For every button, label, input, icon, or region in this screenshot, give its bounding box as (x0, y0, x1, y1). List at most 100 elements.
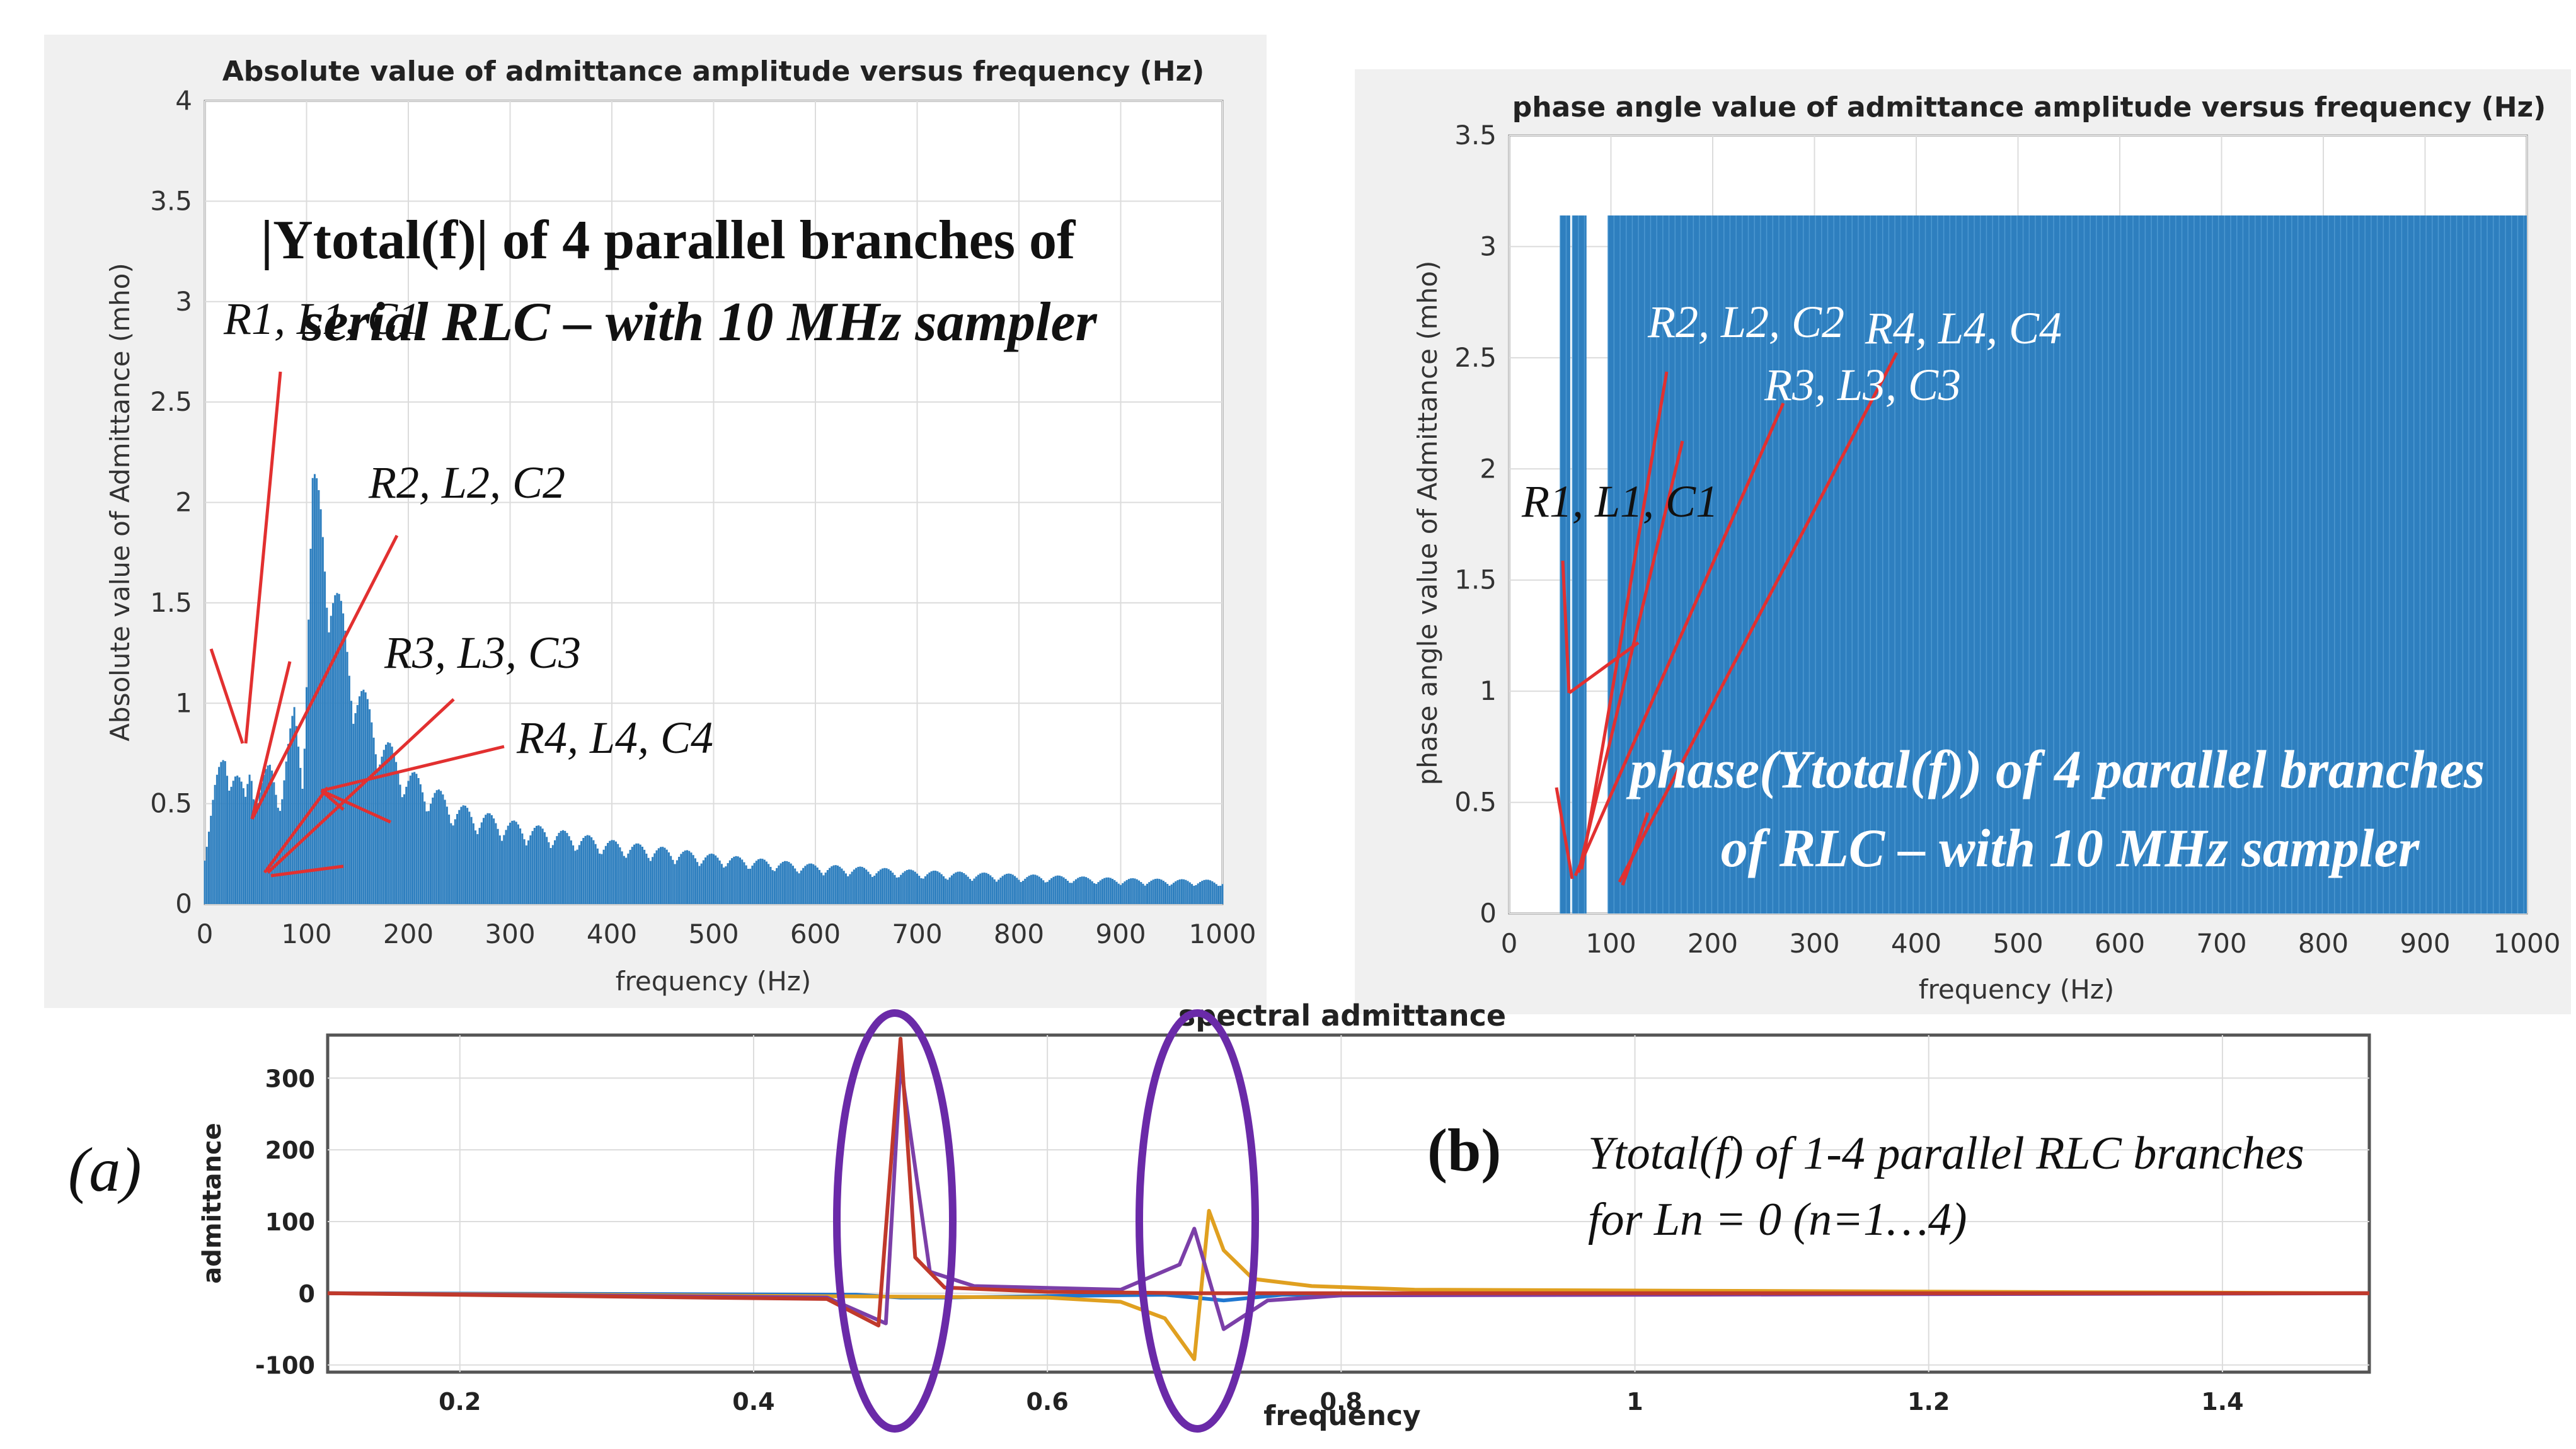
x-tick-label: 0.8 (1320, 1388, 1362, 1416)
y-tick-label: 4 (175, 85, 192, 116)
x-tick-label: 1 (1626, 1388, 1643, 1416)
x-tick-label: 700 (892, 919, 942, 949)
spectral-annotation-line1: Ytotal(f) of 1-4 parallel RLC branches (1588, 1128, 2304, 1179)
arrow (1618, 352, 1899, 883)
phase-y-label: phase angle value of Admittance (mho) (1412, 261, 1443, 786)
x-tick-label: 900 (2400, 928, 2450, 959)
y-tick-label: 0.5 (1454, 787, 1497, 818)
phase-branch-label-1: R1, L1, C1 (1521, 476, 1718, 527)
spectral-panel: 0.2 0.4 0.6 0.8 1 1.2 1.4 -100 0 100 200 300 spect… (68, 999, 2371, 1433)
x-tick-label: 0 (197, 919, 214, 949)
y-tick-label: 200 (265, 1137, 315, 1164)
arrow (1580, 371, 1669, 870)
label-b: (b) (1427, 1116, 1501, 1184)
spectral-x-ticks: 0.2 0.4 0.6 0.8 1 1.2 1.4 (439, 1388, 2243, 1416)
spectral-title: spectral admittance (1178, 999, 1506, 1033)
y-tick-label: 0 (1480, 898, 1497, 929)
arrow (244, 371, 282, 744)
phase-band (1560, 215, 1570, 914)
x-tick-label: 100 (1585, 928, 1636, 959)
series-line-purple (327, 1062, 2370, 1331)
x-tick-label: 1.2 (1907, 1388, 1950, 1416)
spectral-annotation-line2: for Ln = 0 (n=1…4) (1588, 1194, 1967, 1246)
y-tick-label: 2 (175, 487, 192, 518)
phase-branch-label-4: R4, L4, C4 (1865, 303, 2062, 353)
x-tick-label: 0.6 (1026, 1388, 1068, 1416)
arrow (250, 661, 292, 820)
x-tick-label: 0.4 (732, 1388, 774, 1416)
magnitude-title: Absolute value of admittance amplitude v… (222, 55, 1205, 88)
magnitude-x-label: frequency (Hz) (616, 966, 811, 997)
magnitude-arrows (209, 371, 505, 878)
x-tick-label: 400 (587, 919, 637, 949)
series-line-orange (327, 1208, 2370, 1361)
y-tick-label: 2.5 (150, 386, 192, 417)
x-tick-label: 1000 (2493, 928, 2561, 959)
y-tick-label: 3 (1480, 231, 1497, 261)
phase-annotation-line2: of RLC – with 10 MHz sampler (1721, 818, 2420, 878)
phase-arrows (1555, 352, 1899, 886)
spectral-y-label: admittance (198, 1123, 227, 1284)
y-tick-label: 1 (175, 687, 192, 718)
phase-branch-label-2: R2, L2, C2 (1647, 297, 1844, 347)
arrow (1577, 440, 1684, 873)
y-tick-label: -100 (255, 1352, 315, 1380)
y-tick-label: 100 (265, 1208, 315, 1236)
magnitude-y-label: Absolute value of Admittance (mho) (105, 263, 135, 742)
phase-bars (1560, 215, 2527, 914)
x-tick-label: 600 (790, 919, 841, 949)
resonance-ellipse-1 (833, 1009, 957, 1433)
x-tick-label: 400 (1891, 928, 1941, 959)
y-tick-label: 2.5 (1454, 342, 1497, 373)
x-tick-label: 300 (1789, 928, 1839, 959)
y-tick-label: 2 (1480, 453, 1497, 484)
phase-y-ticks: 0 0.5 1 1.5 2 2.5 3 3.5 (1454, 120, 1497, 929)
magnitude-x-ticks: 0 100 200 300 400 500 600 700 800 900 1000 (197, 919, 1256, 949)
spectral-lines (327, 1036, 2370, 1361)
arrow (1568, 641, 1640, 695)
x-tick-label: 500 (688, 919, 739, 949)
arrow (1555, 787, 1574, 879)
arrow (320, 789, 392, 824)
magnitude-annotation-line1: |Ytotal(f)| of 4 parallel branches of (261, 210, 1076, 271)
x-tick-label: 200 (1688, 928, 1738, 959)
magnitude-bars (204, 474, 1224, 904)
magnitude-y-ticks: 0 0.5 1 1.5 2 2.5 3 3.5 4 (150, 85, 192, 919)
arrow (320, 789, 345, 811)
x-tick-label: 100 (281, 919, 331, 949)
branch-label-1: R1, L1, C1 (223, 294, 420, 344)
arrow (1573, 402, 1785, 877)
x-tick-label: 1000 (1189, 919, 1256, 949)
y-tick-label: 0.5 (150, 788, 192, 819)
arrow (263, 786, 330, 874)
phase-branch-label-3: R3, L3, C3 (1764, 360, 1961, 410)
arrow (1621, 812, 1650, 886)
x-tick-label: 0.2 (439, 1388, 481, 1416)
y-tick-label: 1 (1480, 675, 1497, 706)
arrow (270, 864, 344, 878)
y-tick-label: 3.5 (150, 185, 192, 216)
arrow (250, 534, 399, 820)
label-a: (a) (68, 1135, 142, 1205)
arrow (209, 648, 244, 744)
y-tick-label: 0 (299, 1280, 315, 1308)
x-tick-label: 800 (994, 919, 1044, 949)
phase-band (1572, 215, 1587, 914)
x-tick-label: 800 (2298, 928, 2349, 959)
arrow (1561, 560, 1571, 694)
x-tick-label: 600 (2095, 928, 2145, 959)
phase-band (1607, 215, 2527, 914)
spectral-plot-area (326, 1033, 2371, 1374)
y-tick-label: 3 (175, 286, 192, 317)
phase-title: phase angle value of admittance amplitud… (1512, 91, 2546, 123)
x-tick-label: 300 (485, 919, 535, 949)
y-tick-label: 0 (175, 888, 192, 919)
series-line-red (327, 1036, 2369, 1327)
y-tick-label: 3.5 (1454, 120, 1497, 151)
phase-panel: 0 100 200 300 400 500 600 700 800 900 1000 0 0.5 1 1.… (1355, 69, 2571, 1014)
phase-x-label: frequency (Hz) (1919, 974, 2114, 1005)
spectral-y-ticks: -100 0 100 200 300 (255, 1065, 315, 1379)
arrow (321, 745, 505, 793)
x-tick-label: 0 (1501, 928, 1518, 959)
